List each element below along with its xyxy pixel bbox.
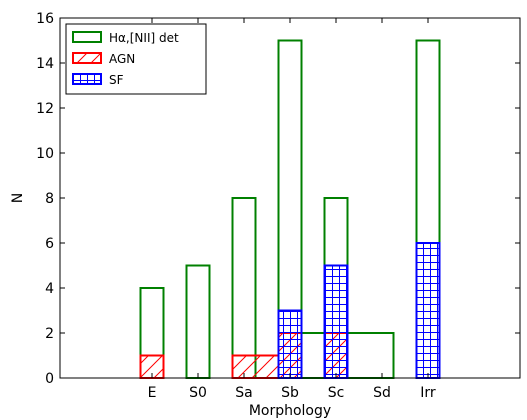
x-tick-label-sb: Sb [281,385,299,401]
y-tick-label-1: 2 [45,326,54,342]
y-tick-label-3: 6 [45,236,54,252]
y-tick-label-4: 8 [45,191,54,207]
bar-h-nii-det-2 [231,197,257,379]
bar-agn-1 [231,354,280,379]
y-tick-label-0: 0 [45,371,54,387]
y-tick-label-8: 16 [36,11,54,27]
legend-swatch-sf [72,73,102,85]
legend-swatch-agn [72,52,102,64]
bar-h-nii-det-1 [185,264,211,379]
legend-swatch-det [72,31,102,43]
x-tick-label-e: E [148,385,157,401]
legend-label-sf: SF [109,73,124,87]
y-tick-label-7: 14 [36,56,54,72]
legend-label-agn: AGN [109,52,135,66]
x-tick-label-sa: Sa [235,385,252,401]
y-tick-label-2: 4 [45,281,54,297]
bar-sf-1 [323,264,349,379]
bar-sf-0 [277,309,303,379]
bar-h-nii-det-6 [346,332,395,379]
x-axis-title: Morphology [249,403,331,419]
y-tick-label-6: 12 [36,101,54,117]
x-tick-label-irr: Irr [420,385,436,401]
x-tick-label-sc: Sc [328,385,345,401]
ticks-layer: 0 2 4 6 8 10 12 14 16 E S0 Sa Sb Sc Sd Irr [36,11,520,401]
bar-sf-2 [415,242,441,379]
x-tick-label-s0: S0 [189,385,207,401]
y-axis-title: N [10,193,26,203]
legend: Hα,[NII] det AGN SF [65,23,207,95]
legend-label-det: Hα,[NII] det [109,31,179,45]
bar-h-nii-det-4 [300,332,326,379]
x-tick-label-sd: Sd [373,385,391,401]
y-tick-label-5: 10 [36,146,54,162]
